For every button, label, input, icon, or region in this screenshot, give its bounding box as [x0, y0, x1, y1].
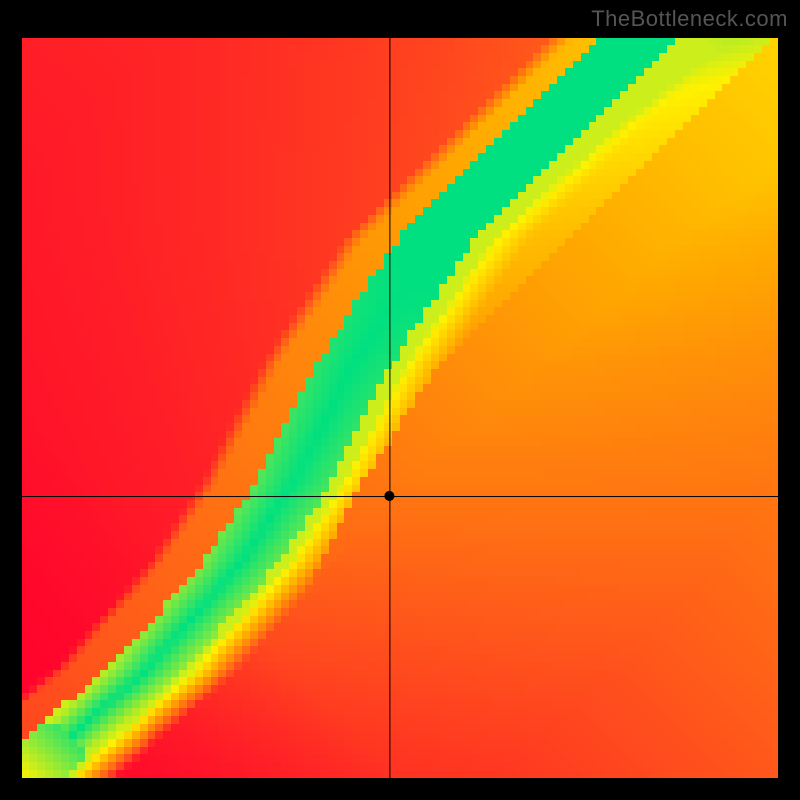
bottleneck-heatmap: [22, 38, 778, 778]
chart-container: TheBottleneck.com: [0, 0, 800, 800]
watermark-text: TheBottleneck.com: [591, 6, 788, 32]
